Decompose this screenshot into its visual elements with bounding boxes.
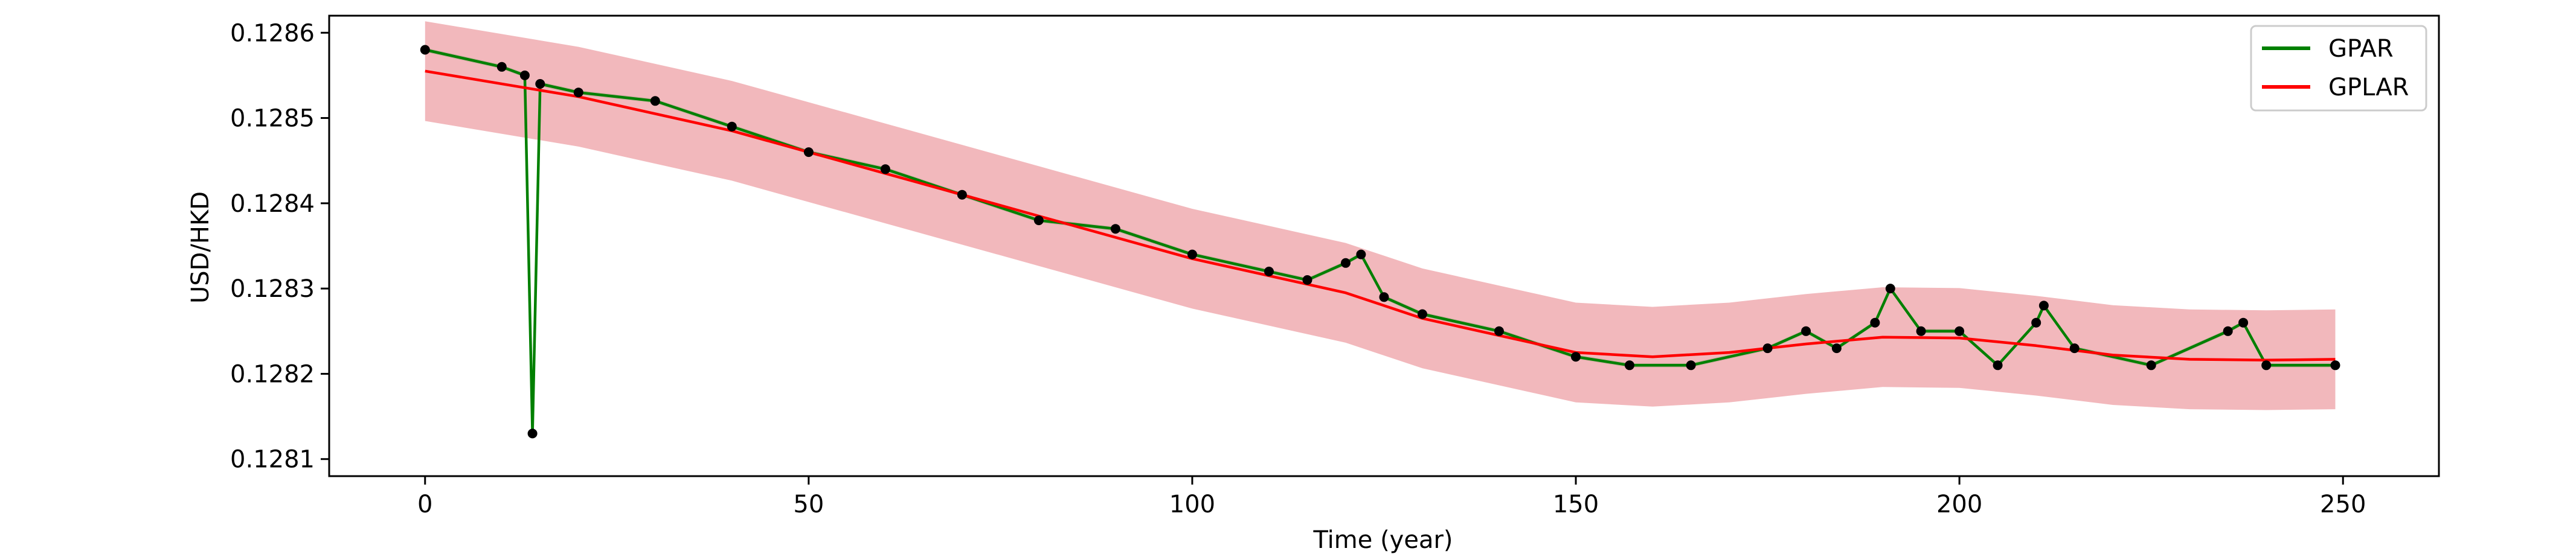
observation-point bbox=[650, 96, 660, 106]
observation-point bbox=[1494, 326, 1504, 336]
legend-label-gplar: GPLAR bbox=[2328, 74, 2409, 101]
observation-point bbox=[1033, 215, 1044, 226]
observation-point bbox=[1993, 360, 2003, 371]
observation-point bbox=[2069, 343, 2080, 354]
observation-point bbox=[1264, 266, 1274, 276]
observation-point bbox=[1831, 343, 1842, 354]
observation-point bbox=[1187, 249, 1197, 259]
observation-point bbox=[803, 147, 814, 158]
series-line-gpar bbox=[425, 48, 2336, 435]
observation-point bbox=[1870, 317, 1880, 328]
axes-frame bbox=[328, 14, 2440, 477]
observation-point bbox=[2031, 317, 2041, 328]
x-tick-label: 150 bbox=[1553, 491, 1599, 518]
observation-point bbox=[1916, 326, 1926, 336]
observation-point bbox=[1418, 309, 1427, 319]
y-tick-label: 0.1283 bbox=[230, 275, 315, 303]
plot-area bbox=[420, 21, 2340, 439]
y-axis-label: USD/HKD bbox=[187, 191, 214, 304]
observation-point bbox=[1356, 249, 1366, 259]
observation-point bbox=[519, 70, 530, 80]
observation-point bbox=[727, 121, 737, 132]
observation-point bbox=[527, 428, 538, 439]
gplar-confidence-band bbox=[425, 21, 2336, 410]
observation-point bbox=[1571, 352, 1581, 362]
x-tick-label: 100 bbox=[1169, 491, 1215, 518]
x-tick-label: 200 bbox=[1936, 491, 1982, 518]
y-tick-label: 0.1284 bbox=[230, 190, 315, 218]
x-tick-label: 50 bbox=[793, 491, 824, 518]
x-axis-label: Time (year) bbox=[1312, 526, 1453, 554]
observation-point bbox=[1625, 360, 1634, 371]
observation-point bbox=[957, 189, 967, 200]
observation-point bbox=[1801, 326, 1811, 336]
observation-point bbox=[573, 88, 583, 98]
observation-point bbox=[1762, 343, 1773, 354]
x-tick-label: 0 bbox=[417, 491, 432, 518]
x-tick-label: 250 bbox=[2320, 491, 2366, 518]
observation-point bbox=[1885, 284, 1895, 294]
y-tick-label: 0.1282 bbox=[230, 360, 315, 388]
observation-point bbox=[535, 79, 545, 89]
observation-point bbox=[2223, 326, 2233, 336]
observation-point bbox=[1379, 292, 1389, 302]
legend: GPAR GPLAR bbox=[2250, 25, 2427, 112]
observation-point bbox=[2330, 360, 2340, 371]
series-line-gplar bbox=[425, 69, 2336, 362]
observation-point bbox=[1954, 326, 1965, 336]
observation-point bbox=[2038, 301, 2049, 311]
observation-point bbox=[420, 45, 430, 55]
observation-point bbox=[1686, 360, 1696, 371]
legend-label-gpar: GPAR bbox=[2328, 35, 2394, 63]
y-tick-label: 0.1281 bbox=[230, 446, 315, 474]
observation-point bbox=[2261, 360, 2272, 371]
observation-point bbox=[1110, 224, 1120, 234]
observation-point bbox=[496, 62, 507, 72]
observation-point bbox=[1302, 275, 1312, 285]
observation-point bbox=[1341, 258, 1351, 268]
observation-point bbox=[2238, 317, 2249, 328]
axis-ticks: 0 50 100 150 200 250 0.1281 0.1282 0.1283 0.1284 0… bbox=[230, 19, 2366, 518]
observation-point bbox=[2146, 360, 2156, 371]
observation-point bbox=[880, 164, 890, 174]
y-tick-label: 0.1286 bbox=[230, 19, 315, 47]
y-tick-label: 0.1285 bbox=[230, 105, 315, 133]
